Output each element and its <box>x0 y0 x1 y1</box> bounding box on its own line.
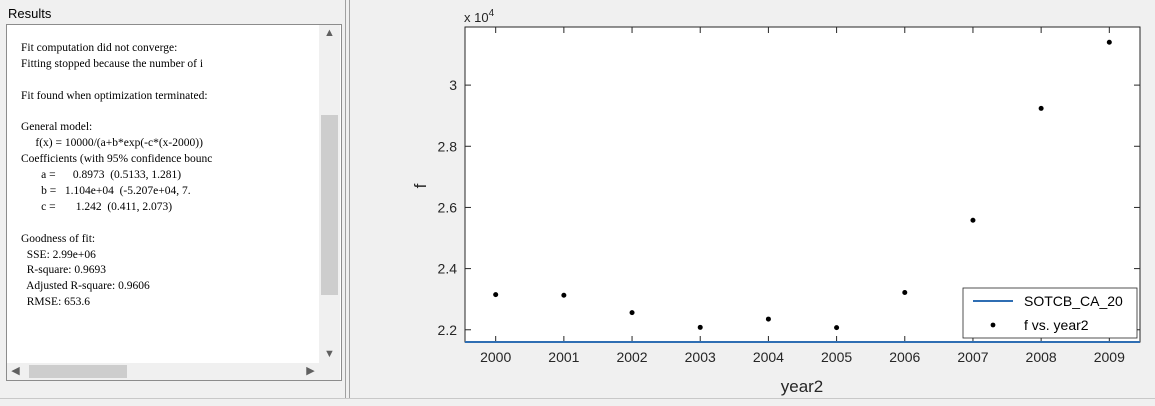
results-line: R-square: 0.9693 <box>21 264 106 277</box>
y-exponent-power: 4 <box>489 8 495 19</box>
results-panel: Results Fit computation did not converge… <box>0 0 346 405</box>
data-point <box>1106 39 1112 45</box>
data-point <box>561 292 567 298</box>
x-tick-label: 2004 <box>753 349 784 365</box>
vertical-scrollbar[interactable]: ▲ ▼ <box>319 25 340 363</box>
y-tick-label: 2.2 <box>438 322 458 338</box>
x-tick-label: 2005 <box>821 349 852 365</box>
horizontal-scrollbar[interactable]: ◀ ▶ <box>7 363 319 380</box>
y-exponent-label: x 104 <box>464 8 495 25</box>
results-title: Results <box>8 6 52 21</box>
legend-box <box>962 287 1138 339</box>
y-axis-label: f <box>411 183 430 188</box>
data-point <box>1038 105 1044 111</box>
results-line: Fit found when optimization terminated: <box>21 89 208 102</box>
results-text-box[interactable]: Fit computation did not converge: Fitting… <box>6 24 342 381</box>
scroll-left-icon[interactable]: ◀ <box>11 365 20 377</box>
data-point <box>970 217 976 223</box>
scroll-right-icon[interactable]: ▶ <box>306 365 315 377</box>
y-tick-label: 2.6 <box>438 199 458 215</box>
results-line: Coefficients (with 95% confidence bounc <box>21 153 213 166</box>
x-tick-label: 2008 <box>1026 349 1057 365</box>
results-line: Adjusted R-square: 0.9606 <box>21 280 150 293</box>
y-tick-label: 2.8 <box>438 138 458 154</box>
x-tick-label: 2007 <box>957 349 988 365</box>
results-line: Fitting stopped because the number of i <box>21 57 204 70</box>
results-line: c = 1.242 (0.411, 2.073) <box>21 200 173 213</box>
plot-panel: 2000 2001 2002 2003 2004 2005 2006 2007 2008 2009… <box>349 0 1155 400</box>
results-line: a = 0.8973 (0.5133, 1.281) <box>21 169 182 182</box>
x-tick-label: 2000 <box>480 349 511 365</box>
fit-chart[interactable]: 2000 2001 2002 2003 2004 2005 2006 2007 2008 2009… <box>350 0 1155 400</box>
results-line: b = 1.104e+04 (-5.207e+04, 7. <box>21 185 191 198</box>
scroll-corner <box>319 363 340 380</box>
y-tick-label: 2.4 <box>438 261 458 277</box>
y-tick-label: 3 <box>449 77 457 93</box>
results-line: Fit computation did not converge: <box>21 42 178 54</box>
results-line <box>21 105 317 121</box>
scroll-up-icon[interactable]: ▲ <box>324 27 335 39</box>
x-tick-label: 2009 <box>1094 349 1125 365</box>
x-axis-label: year2 <box>781 377 824 396</box>
results-line: f(x) = 10000/(a+b*exp(-c*(x-2000)) <box>21 137 203 150</box>
status-strip <box>0 398 1155 406</box>
results-text: Fit computation did not converge: Fitting… <box>21 41 317 357</box>
data-point <box>629 310 635 316</box>
results-line: RMSE: 653.6 <box>21 296 91 309</box>
results-line: General model: <box>21 121 93 134</box>
x-tick-label: 2006 <box>889 349 920 365</box>
x-tick-label: 2003 <box>685 349 716 365</box>
scroll-down-icon[interactable]: ▼ <box>324 348 335 360</box>
legend-points-label: f vs. year2 <box>1024 317 1089 333</box>
legend-fit-label: SOTCB_CA_20 <box>1024 293 1123 309</box>
results-line <box>21 73 317 89</box>
legend[interactable]: SOTCB_CA_20 f vs. year2 <box>962 287 1138 339</box>
data-point <box>697 324 703 330</box>
data-point <box>493 292 499 298</box>
horizontal-scroll-thumb[interactable] <box>29 365 127 378</box>
data-point <box>902 289 908 295</box>
results-line <box>21 216 317 232</box>
results-line: SSE: 2.99e+06 <box>21 248 96 261</box>
results-line: Goodness of fit: <box>21 232 96 245</box>
x-tick-label: 2001 <box>548 349 579 365</box>
data-point <box>834 325 840 331</box>
data-point <box>765 316 771 322</box>
vertical-scroll-thumb[interactable] <box>321 115 338 295</box>
x-tick-label: 2002 <box>616 349 647 365</box>
legend-points-swatch <box>990 322 996 328</box>
y-exponent-base: x 10 <box>464 10 489 25</box>
